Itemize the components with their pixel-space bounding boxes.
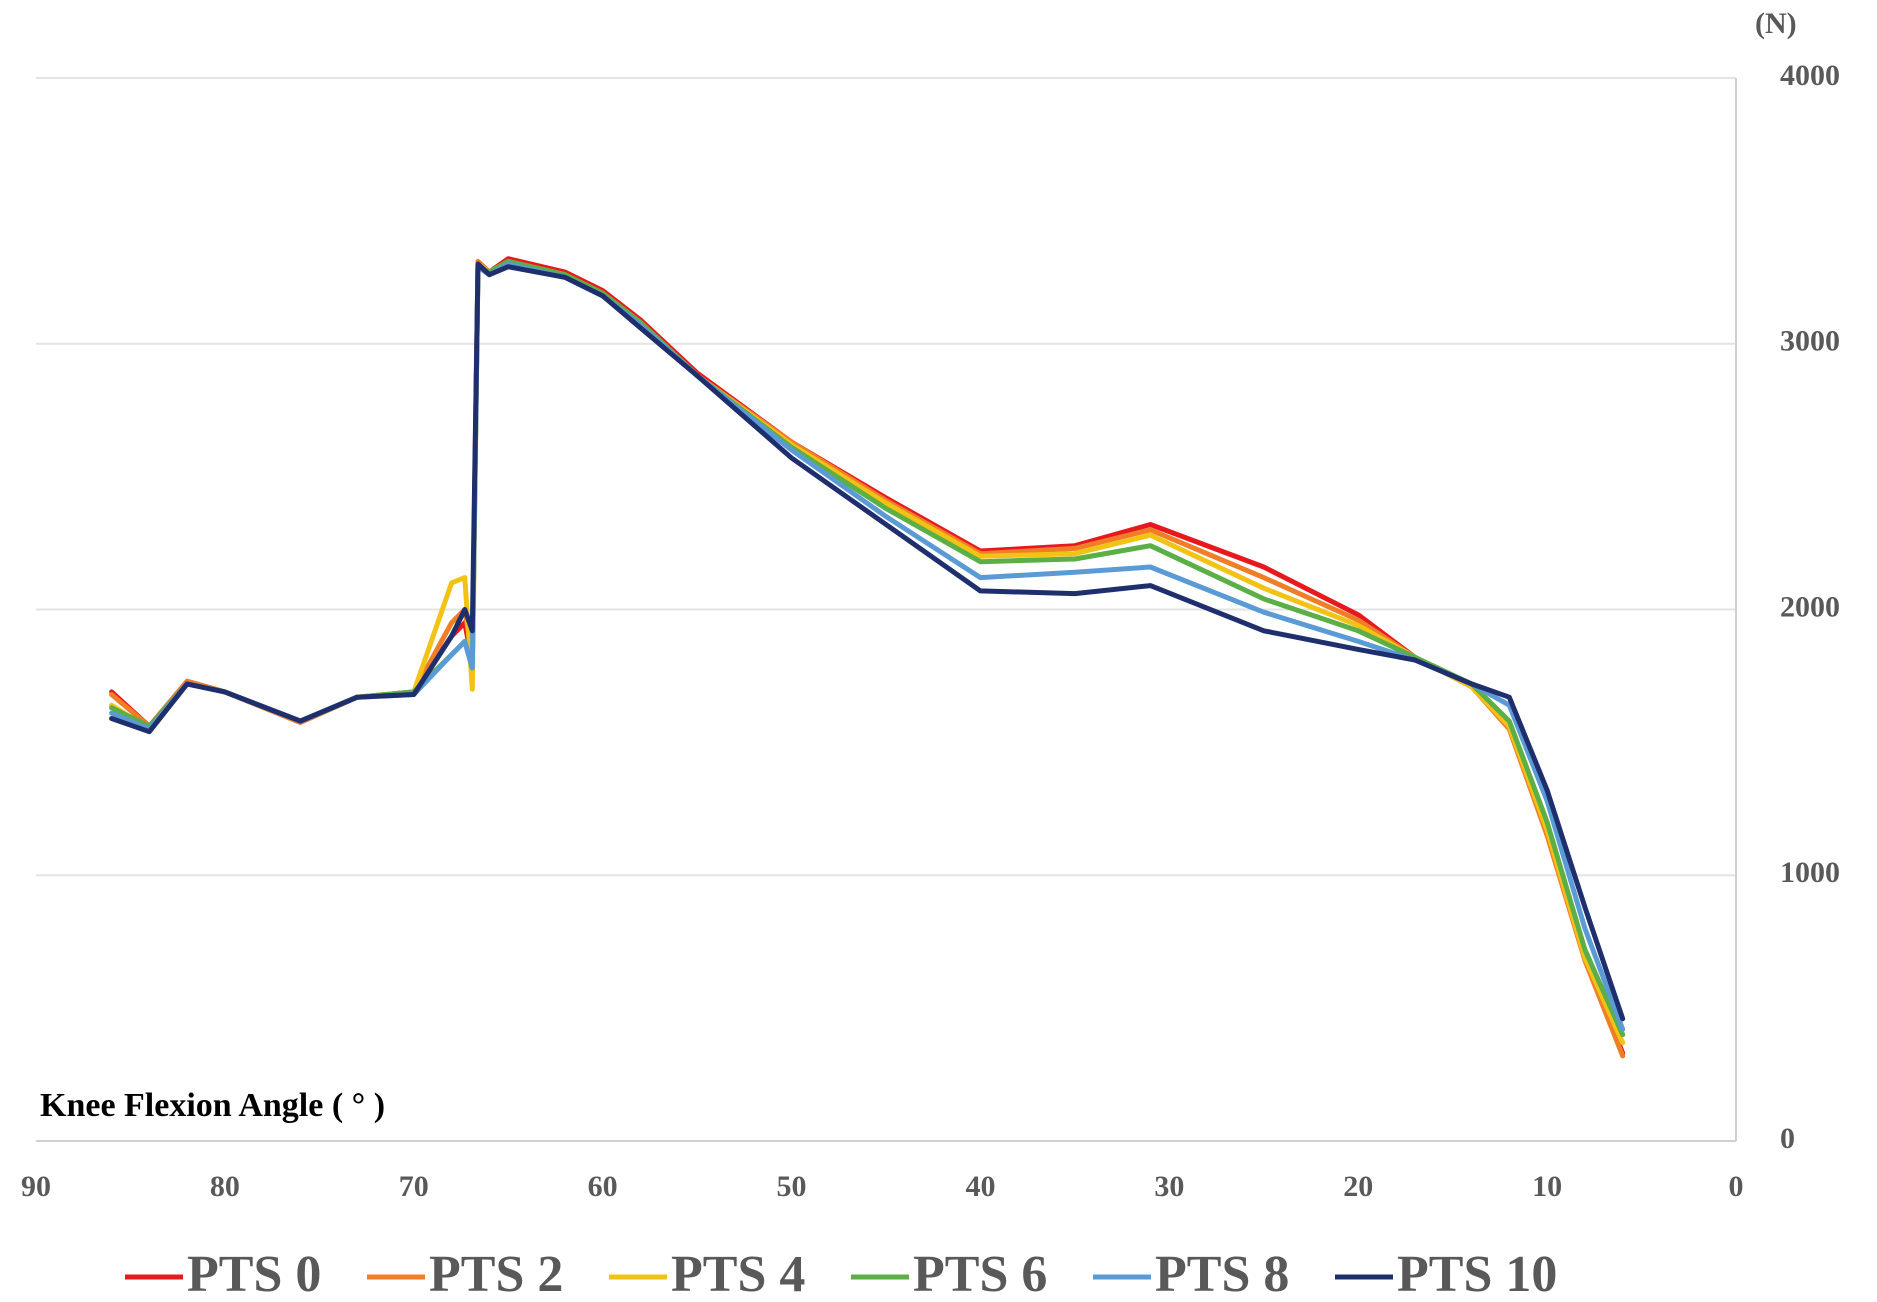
x-tick-label: 50 [777,1170,807,1203]
x-tick-label: 10 [1532,1170,1562,1203]
y-axis-label: (N) [1755,7,1797,40]
x-tick-label: 80 [210,1170,240,1203]
legend-label: PTS 0 [187,1246,321,1302]
x-tick-label: 30 [1154,1170,1184,1203]
legend-label: PTS 10 [1397,1246,1557,1302]
legend-label: PTS 4 [671,1246,805,1302]
x-tick-label: 0 [1729,1170,1744,1203]
x-tick-label: 60 [588,1170,618,1203]
x-axis-label: Knee Flexion Angle ( ° ) [40,1087,385,1124]
y-tick-label: 2000 [1780,590,1840,623]
y-tick-label: 0 [1780,1122,1795,1155]
x-tick-label: 70 [399,1170,429,1203]
legend-label: PTS 6 [913,1246,1047,1302]
y-tick-label: 4000 [1780,59,1840,92]
x-tick-label: 40 [965,1170,995,1203]
data-line [109,261,1626,1022]
y-tick-label: 3000 [1780,325,1840,358]
data-line [109,258,1626,1038]
x-tick-label: 90 [21,1170,51,1203]
x-tick-label: 20 [1343,1170,1373,1203]
legend-label: PTS 2 [429,1246,563,1302]
y-tick-label: 1000 [1780,856,1840,889]
legend-label: PTS 8 [1155,1246,1289,1302]
